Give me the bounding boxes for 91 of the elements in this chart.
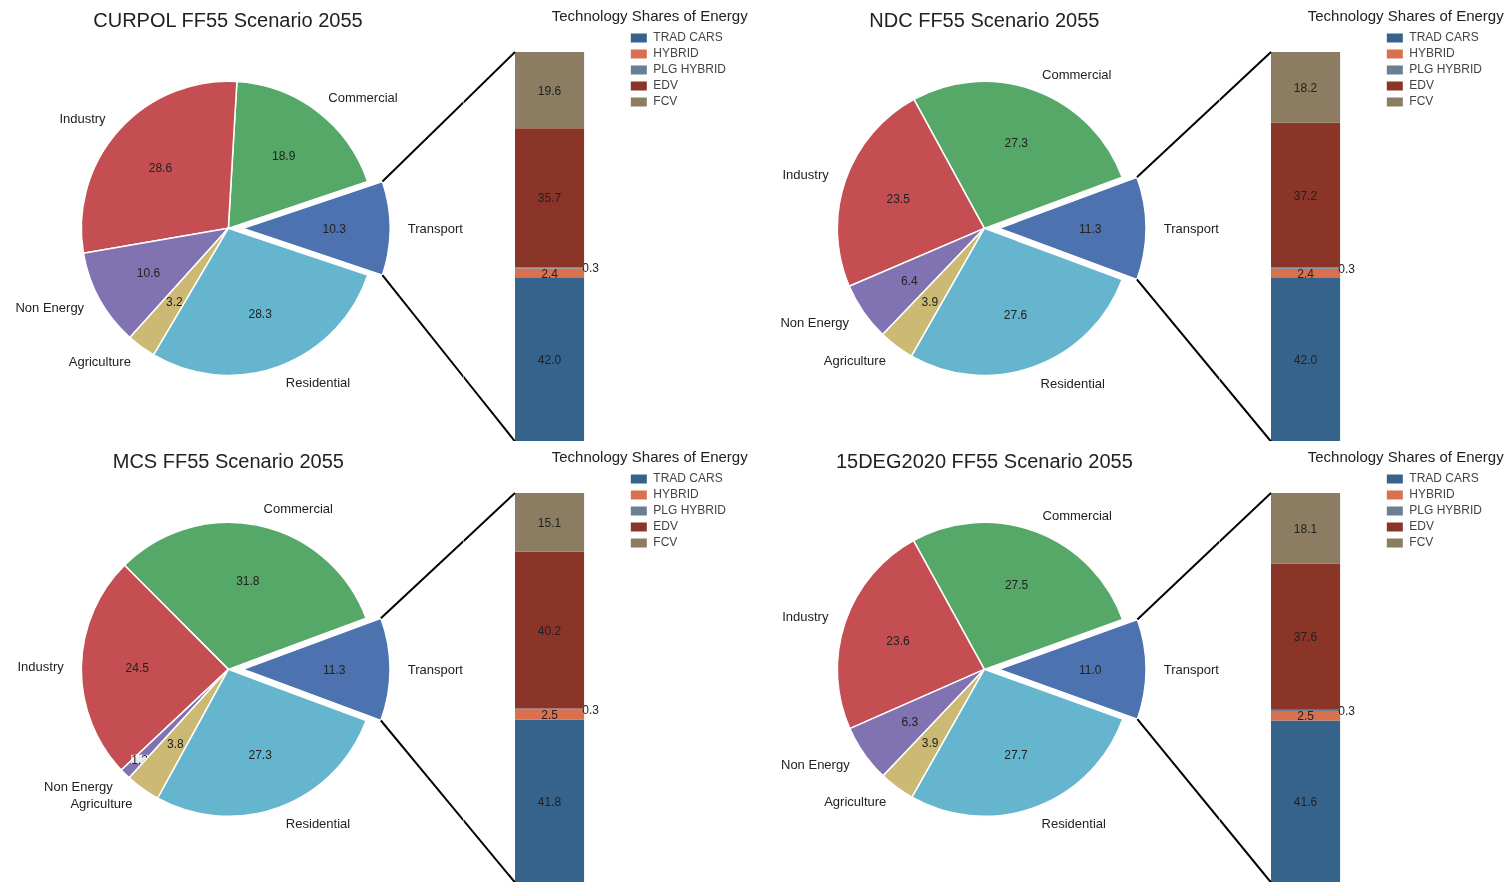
slice-label: Residential xyxy=(285,816,351,832)
data-label: 3.9 xyxy=(921,294,939,309)
slice-label: Non Energy xyxy=(780,314,850,330)
legend-label: TRAD CARS xyxy=(1409,471,1479,485)
legend-label: PLG HYBRID xyxy=(653,503,726,517)
data-label: 27.3 xyxy=(248,748,273,763)
slice-label: Non Energy xyxy=(15,300,85,316)
slice-label: Agriculture xyxy=(70,795,133,811)
data-label: 3.2 xyxy=(166,295,184,310)
text: Technology Shares of Energy xyxy=(551,6,749,24)
data-label: 10.6 xyxy=(136,265,161,280)
data-label: 3.9 xyxy=(921,736,939,751)
data-label: 24.5 xyxy=(125,661,150,676)
data-label: 27.7 xyxy=(1004,748,1029,763)
legend-label: EDV xyxy=(1409,78,1434,92)
legend-label: FCV xyxy=(1409,535,1434,549)
legend-label: TRAD CARS xyxy=(653,30,723,44)
slice-label: Commercial xyxy=(263,501,333,517)
data-label: 15.1 xyxy=(537,515,562,530)
data-label: 11.3 xyxy=(322,662,346,677)
data-label: 41.8 xyxy=(537,794,562,809)
data-label: 28.6 xyxy=(148,161,173,176)
legend-label: EDV xyxy=(653,519,678,533)
legend-label: FCV xyxy=(653,94,678,108)
chart-title: NDC FF55 Scenario 2055 xyxy=(869,8,1100,31)
data-label: 27.5 xyxy=(1004,577,1029,592)
slice-label: Commercial xyxy=(1042,66,1112,82)
data-label: 41.6 xyxy=(1293,795,1318,810)
chart-title: MCS FF55 Scenario 2055 xyxy=(112,449,344,472)
data-label: 23.5 xyxy=(886,192,911,207)
data-label: 37.6 xyxy=(1293,630,1318,645)
data-label: 6.3 xyxy=(901,715,919,730)
slice-label: Non Energy xyxy=(781,756,851,772)
legend-label: EDV xyxy=(653,78,678,92)
data-label: 40.2 xyxy=(537,623,562,638)
data-label: 37.2 xyxy=(1293,188,1318,203)
data-label: 27.3 xyxy=(1004,136,1029,151)
data-label: 42.0 xyxy=(537,353,562,368)
slice-label: Agriculture xyxy=(823,352,886,368)
slice-label: Industry xyxy=(59,111,107,127)
text: Technology Shares of Energy xyxy=(1307,6,1505,24)
data-label: 3.8 xyxy=(166,736,184,751)
chart-title: CURPOL FF55 Scenario 2055 xyxy=(93,8,363,31)
legend-label: PLG HYBRID xyxy=(653,62,726,76)
slice-label: Agriculture xyxy=(68,353,131,369)
data-label: 2.5 xyxy=(541,708,559,723)
slice-label: Industry xyxy=(782,609,829,625)
data-label: 18.1 xyxy=(1293,521,1318,536)
slice-label: Transport xyxy=(407,661,464,677)
data-label: 11.3 xyxy=(1078,221,1102,236)
slice-label: Industry xyxy=(782,167,830,183)
slice-label: Commercial xyxy=(328,90,398,106)
data-label: 35.7 xyxy=(537,191,562,206)
legend-label: HYBRID xyxy=(1409,46,1455,60)
data-label: 42.0 xyxy=(1293,353,1318,368)
legend-label: HYBRID xyxy=(1409,487,1455,501)
legend-label: EDV xyxy=(1409,519,1434,533)
legend-label: PLG HYBRID xyxy=(1409,503,1482,517)
text: Technology Shares of Energy xyxy=(551,447,749,465)
slice-label: Transport xyxy=(407,220,464,236)
legend-label: HYBRID xyxy=(653,487,699,501)
data-label: 27.6 xyxy=(1003,307,1028,322)
data-label: 11.0 xyxy=(1078,662,1102,677)
data-label: 18.9 xyxy=(272,149,296,164)
slice-label: Agriculture xyxy=(824,794,887,810)
legend-label: PLG HYBRID xyxy=(1409,62,1482,76)
legend-label: FCV xyxy=(653,535,678,549)
slice-label: Non Energy xyxy=(44,779,114,795)
data-label: 28.3 xyxy=(248,307,273,322)
text: Technology Shares of Energy xyxy=(1307,447,1505,465)
slice-label: Residential xyxy=(1041,816,1106,832)
data-label: 2.4 xyxy=(1297,266,1315,281)
chart-title: 15DEG2020 FF55 Scenario 2055 xyxy=(835,449,1133,472)
data-label: 31.8 xyxy=(236,573,260,588)
legend-label: TRAD CARS xyxy=(1409,30,1479,44)
slice-label: Residential xyxy=(1040,375,1106,391)
data-label: 23.6 xyxy=(886,633,911,648)
legend-label: TRAD CARS xyxy=(653,471,723,485)
data-label: 19.6 xyxy=(537,83,562,98)
data-label: 10.3 xyxy=(322,221,347,236)
slice-label: Transport xyxy=(1163,661,1220,677)
legend-label: HYBRID xyxy=(653,46,699,60)
data-label: 18.2 xyxy=(1293,80,1318,95)
slice-label: Transport xyxy=(1163,220,1220,236)
data-label: 2.4 xyxy=(541,266,559,281)
slice-label: Commercial xyxy=(1042,507,1112,523)
slice-label: Residential xyxy=(285,375,351,391)
slice-label: Industry xyxy=(17,659,65,675)
data-label: 6.4 xyxy=(901,273,919,288)
data-label: 2.5 xyxy=(1297,709,1315,724)
legend-label: FCV xyxy=(1409,94,1434,108)
